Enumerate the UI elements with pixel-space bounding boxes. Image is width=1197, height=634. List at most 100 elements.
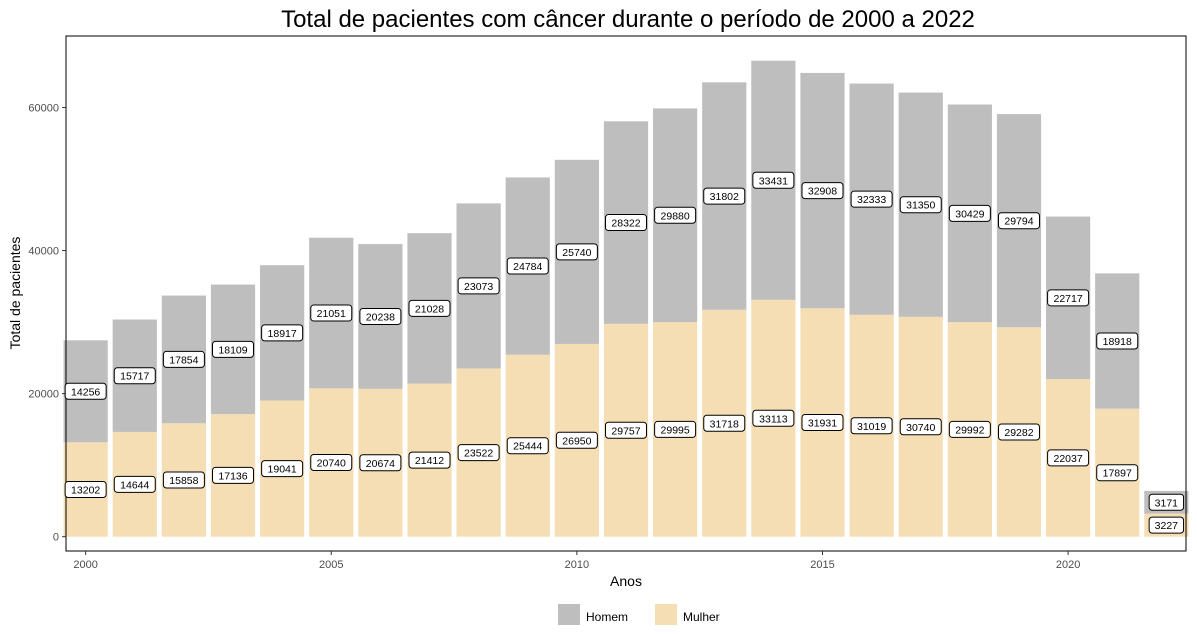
data-label-box xyxy=(113,475,156,493)
data-label-mulher-2020: 22037 xyxy=(1047,449,1090,467)
data-label-homem-2013: 31802 xyxy=(703,187,746,205)
data-label-box xyxy=(654,206,697,224)
data-label-box xyxy=(113,367,156,385)
data-label-mulher-2010: 26950 xyxy=(555,431,598,449)
data-label-text: 14256 xyxy=(71,386,100,398)
data-label-text: 31350 xyxy=(906,200,935,212)
data-label-box xyxy=(850,190,893,208)
legend-item-homem: Homem xyxy=(558,604,628,625)
y-tick-label: 40000 xyxy=(28,246,59,258)
data-label-text: 25444 xyxy=(513,441,542,453)
data-label-box xyxy=(506,257,549,275)
legend-swatch xyxy=(655,604,677,625)
data-label-text: 32333 xyxy=(857,194,886,206)
legend-swatch xyxy=(558,604,580,625)
data-label-text: 29995 xyxy=(661,424,690,436)
data-label-mulher-2009: 25444 xyxy=(506,437,549,455)
x-tick-label: 2005 xyxy=(319,559,343,571)
data-label-text: 22037 xyxy=(1054,453,1083,465)
data-label-box xyxy=(408,299,451,317)
data-label-box xyxy=(555,431,598,449)
data-label-mulher-2021: 17897 xyxy=(1096,464,1139,482)
data-label-box xyxy=(703,187,746,205)
data-label-box xyxy=(1148,493,1185,511)
data-label-text: 3171 xyxy=(1155,497,1179,509)
data-label-mulher-2007: 21412 xyxy=(408,451,451,469)
data-label-text: 31802 xyxy=(710,191,739,203)
y-tick-label: 0 xyxy=(53,532,59,544)
data-label-homem-2020: 22717 xyxy=(1047,289,1090,307)
data-label-text: 18917 xyxy=(268,328,297,340)
data-label-text: 31931 xyxy=(808,417,837,429)
data-label-text: 24784 xyxy=(513,261,542,273)
x-tick-label: 2010 xyxy=(565,559,589,571)
data-label-text: 29757 xyxy=(611,425,640,437)
data-label-text: 17136 xyxy=(218,470,247,482)
data-label-box xyxy=(1148,516,1185,534)
data-label-homem-2012: 29880 xyxy=(654,206,697,224)
data-label-box xyxy=(752,171,795,189)
data-label-text: 26950 xyxy=(562,435,591,447)
data-label-mulher-2018: 29992 xyxy=(948,420,991,438)
data-label-homem-2009: 24784 xyxy=(506,257,549,275)
x-axis-title: Anos xyxy=(610,573,642,589)
data-label-text: 28322 xyxy=(611,218,640,230)
legend-label: Homem xyxy=(586,610,628,624)
data-label-text: 20740 xyxy=(317,458,346,470)
data-label-homem-2022: 3171 xyxy=(1148,493,1185,511)
data-label-box xyxy=(1096,332,1139,350)
data-label-text: 3227 xyxy=(1155,520,1179,532)
data-label-text: 23073 xyxy=(464,281,493,293)
data-label-box xyxy=(703,414,746,432)
y-axis-title: Total de pacientes xyxy=(7,237,23,350)
data-label-text: 14644 xyxy=(120,479,149,491)
data-label-homem-2016: 32333 xyxy=(850,190,893,208)
data-label-box xyxy=(1047,449,1090,467)
data-label-text: 21051 xyxy=(317,308,346,320)
data-label-text: 20674 xyxy=(366,458,395,470)
data-label-box xyxy=(555,243,598,261)
data-label-text: 15858 xyxy=(169,475,198,487)
data-label-mulher-2016: 31019 xyxy=(850,417,893,435)
data-label-box xyxy=(850,417,893,435)
data-label-mulher-2006: 20674 xyxy=(359,454,402,472)
data-label-homem-2015: 32908 xyxy=(801,182,844,200)
data-label-text: 31019 xyxy=(857,421,886,433)
legend-item-mulher: Mulher xyxy=(655,604,720,625)
legend-label: Mulher xyxy=(683,610,720,624)
data-label-homem-2014: 33431 xyxy=(752,171,795,189)
data-label-text: 31718 xyxy=(710,418,739,430)
data-label-box xyxy=(64,480,107,498)
data-label-box xyxy=(1096,464,1139,482)
data-label-box xyxy=(899,196,942,214)
data-label-box xyxy=(64,382,107,400)
data-label-box xyxy=(261,324,304,342)
x-tick-label: 2015 xyxy=(810,559,834,571)
data-label-text: 25740 xyxy=(562,247,591,259)
data-label-homem-2004: 18917 xyxy=(261,324,304,342)
data-label-mulher-2022: 3227 xyxy=(1148,516,1185,534)
data-label-box xyxy=(162,350,205,368)
data-label-box xyxy=(457,277,500,295)
data-label-text: 22717 xyxy=(1054,293,1083,305)
data-label-box xyxy=(359,307,402,325)
x-tick-label: 2000 xyxy=(73,559,97,571)
data-label-mulher-2019: 29282 xyxy=(997,423,1040,441)
data-label-text: 21412 xyxy=(415,455,444,467)
y-axis: 0 20000 40000 60000 xyxy=(28,103,66,544)
data-label-box xyxy=(310,454,353,472)
x-tick-label: 2020 xyxy=(1056,559,1080,571)
data-label-box xyxy=(997,212,1040,230)
data-label-box xyxy=(605,421,647,439)
data-label-box xyxy=(997,423,1040,441)
legend: Homem Mulher xyxy=(558,604,720,625)
data-label-box xyxy=(654,420,697,438)
data-label-homem-2018: 30429 xyxy=(948,204,991,222)
data-label-text: 18918 xyxy=(1103,336,1132,348)
data-label-text: 33431 xyxy=(759,175,788,187)
data-label-mulher-2014: 33113 xyxy=(752,409,795,427)
data-label-mulher-2004: 19041 xyxy=(261,460,304,478)
data-label-homem-2000: 14256 xyxy=(64,382,107,400)
data-label-mulher-2000: 13202 xyxy=(64,480,107,498)
